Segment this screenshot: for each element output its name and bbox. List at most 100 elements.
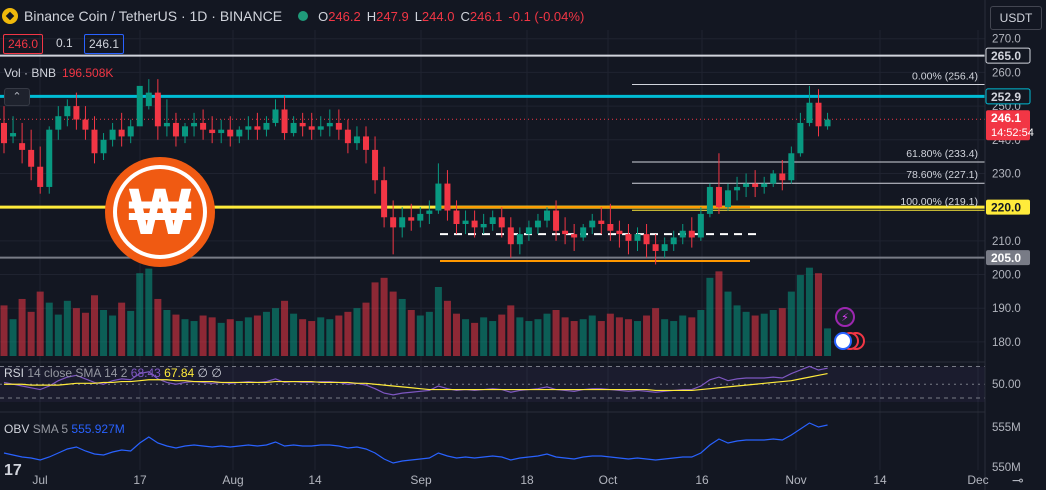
tradingview-logo-icon[interactable]: 17 [4, 462, 22, 479]
time-tick-label: 16 [695, 473, 709, 487]
volume-bar [787, 291, 795, 356]
indicator-tick-label: 555M [992, 422, 1021, 434]
price-label-text: 220.0 [991, 201, 1021, 215]
candle-body [37, 166, 44, 187]
price-label-box [986, 199, 1030, 215]
symbol-title[interactable]: Binance Coin / TetherUS · 1D · BINANCE [24, 8, 283, 24]
candle-body [290, 122, 297, 134]
volume-bar [579, 319, 587, 356]
price-label-box [985, 88, 1031, 105]
volume-bar [353, 308, 361, 356]
buy-button[interactable]: 246.1 [84, 34, 125, 54]
volume-bar [118, 302, 126, 356]
candle-body [462, 220, 469, 224]
volume-bar [443, 300, 451, 356]
market-status-icon[interactable] [298, 11, 309, 21]
volume-bar [398, 298, 406, 356]
ohlc-open: O246.2 [318, 8, 361, 24]
chevron-up-icon: ⌃ [12, 91, 22, 103]
go-to-date-icon[interactable]: ⊸ [1012, 472, 1024, 488]
candle-body [28, 149, 35, 167]
volume-bar [434, 287, 442, 356]
candle-body [200, 122, 207, 130]
price-tick-label: 200.0 [992, 270, 1021, 282]
volume-bar [652, 308, 660, 356]
volume-bar [751, 315, 759, 356]
ohlc-change: -0.1 (-0.04%) [508, 8, 585, 24]
obv-label: OBV [4, 422, 30, 436]
price-tick-label: 230.0 [992, 168, 1021, 180]
candle-body [806, 102, 813, 123]
sell-button[interactable]: 246.0 [3, 34, 44, 54]
time-tick-label: Nov [785, 473, 806, 487]
fib-level-label: 100.00% (219.1) [900, 196, 978, 208]
rsi-value: 68.43 [130, 366, 161, 380]
candle-body [299, 122, 306, 127]
candle-body [525, 227, 532, 235]
volume-bar [163, 310, 171, 356]
rsi-legend: RSI 14 close SMA 14 2 68.43 67.84 ∅ ∅ [4, 366, 222, 380]
candle-body [100, 139, 107, 154]
indicator-tick-label: 50.00 [992, 379, 1021, 391]
candle-body [335, 122, 342, 130]
volume-bar [389, 291, 397, 356]
candle-body [616, 230, 623, 235]
event-icons: ⚡ [834, 307, 865, 350]
volume-bar [516, 317, 524, 356]
volume-bar [36, 291, 44, 356]
volume-bar [181, 319, 189, 356]
volume-bar [679, 315, 687, 356]
candle-body [516, 234, 523, 245]
candle-body [815, 102, 822, 127]
rsi-lower-value: ∅ [211, 366, 222, 380]
candle-body [652, 244, 659, 251]
volume-bar [606, 313, 614, 356]
candle-body [571, 234, 578, 238]
candle-body [363, 136, 369, 150]
volume-bar [253, 315, 261, 356]
volume-bar [272, 308, 279, 356]
candle-body [281, 109, 288, 134]
candle-body [489, 217, 496, 224]
volume-bar [480, 317, 488, 356]
volume-bar [588, 315, 596, 356]
price-label-box [985, 47, 1031, 64]
candle-body [607, 224, 614, 231]
candle-body [245, 126, 252, 130]
volume-bar [45, 302, 53, 356]
volume-bar [507, 305, 515, 356]
volume-bar [109, 315, 117, 356]
volume-label: Vol · BNB [4, 66, 57, 80]
svg-text:⚡: ⚡ [841, 312, 849, 324]
candle-body [507, 227, 514, 245]
time-tick-label: 14 [308, 473, 322, 487]
obv-params: SMA 5 [32, 422, 69, 436]
volume-bar [371, 282, 379, 356]
candle-body [46, 129, 53, 187]
candle-body [734, 186, 741, 191]
candle-body [725, 190, 731, 208]
us-flag-icon [834, 332, 852, 350]
candle-body [580, 227, 587, 238]
volume-bar [742, 311, 750, 356]
rsi-line [3, 365, 828, 396]
volume-bar [54, 314, 62, 356]
candle-body [471, 220, 478, 228]
candle-body [625, 234, 632, 241]
candle-body [562, 230, 569, 235]
volume-bar [72, 308, 80, 356]
candle-body [218, 129, 225, 134]
volume-bar [290, 313, 298, 356]
candle-body [191, 122, 198, 127]
candle-body [317, 126, 324, 130]
volume-bar [281, 300, 289, 356]
volume-value: 196.508K [62, 66, 114, 80]
collapse-legend-button[interactable]: ⌃ [4, 88, 30, 106]
volume-bar [0, 305, 8, 356]
candle-body [372, 149, 379, 181]
volume-bar [362, 302, 370, 356]
currency-select[interactable]: USDT [990, 6, 1042, 30]
volume-bar [416, 315, 424, 356]
volume-bar [380, 277, 388, 356]
